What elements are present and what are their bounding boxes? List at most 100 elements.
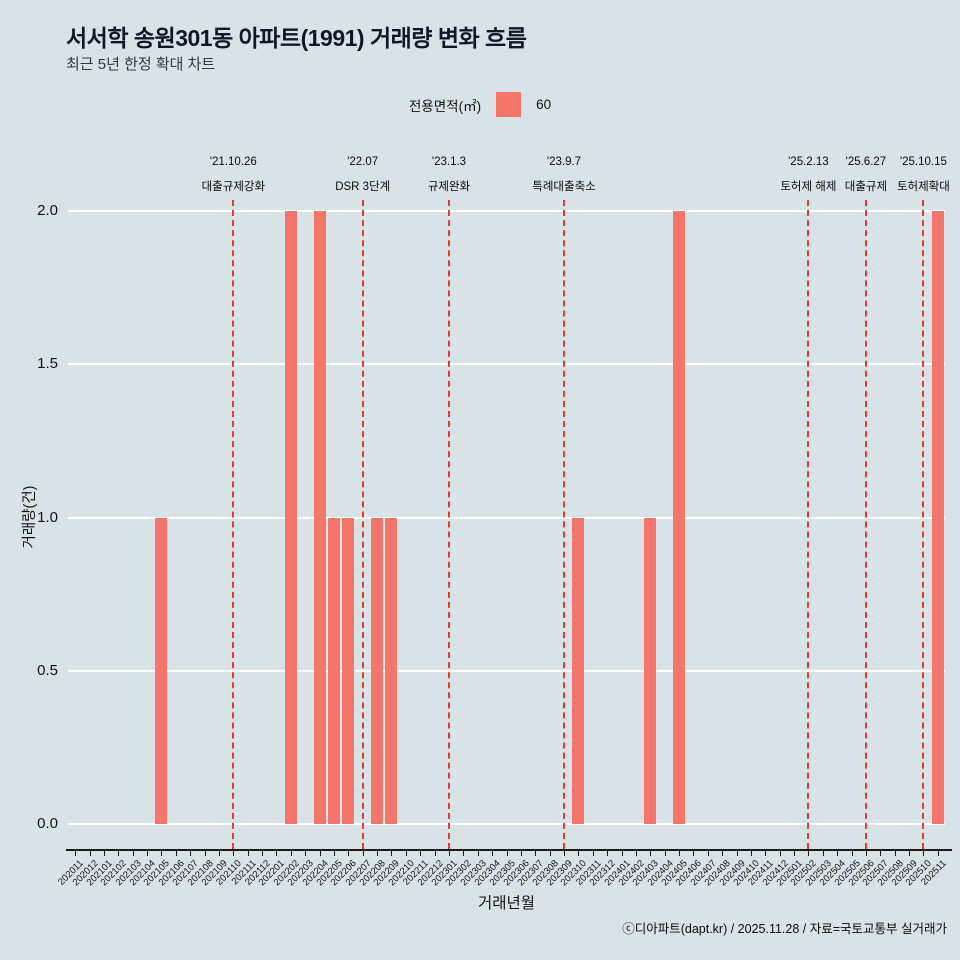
x-tick bbox=[865, 851, 867, 856]
x-tick bbox=[621, 851, 623, 856]
bar-202206 bbox=[342, 517, 355, 824]
x-tick bbox=[463, 851, 465, 856]
event-date: '23.1.3 bbox=[431, 156, 467, 168]
x-tick bbox=[635, 851, 637, 856]
x-tick bbox=[118, 851, 120, 856]
x-tick bbox=[779, 851, 781, 856]
x-tick bbox=[578, 851, 580, 856]
x-tick bbox=[765, 851, 767, 856]
x-tick bbox=[937, 851, 939, 856]
x-tick bbox=[492, 851, 494, 856]
source-credit: ⓒ디아파트(dapt.kr) / 2025.11.28 / 자료=국토교통부 실… bbox=[622, 922, 947, 936]
x-axis-label: 거래년월 bbox=[477, 895, 536, 912]
bar-202310 bbox=[572, 517, 585, 824]
y-tick-label: 0.5 bbox=[37, 661, 58, 679]
legend: 전용면적(㎡) 60 bbox=[0, 92, 960, 117]
event-line-202502 bbox=[807, 200, 810, 849]
x-tick bbox=[348, 851, 350, 856]
x-tick bbox=[132, 851, 134, 856]
y-tick-label: 2.0 bbox=[37, 202, 58, 219]
bar-202208 bbox=[371, 517, 384, 824]
x-tick bbox=[204, 851, 206, 856]
x-tick bbox=[218, 851, 220, 856]
event-date: '21.10.26 bbox=[209, 156, 257, 168]
x-tick bbox=[880, 851, 882, 856]
legend-swatch bbox=[496, 92, 522, 117]
gridline bbox=[68, 363, 945, 366]
bar-202405 bbox=[673, 211, 686, 824]
event-label: 특례대출축소 bbox=[532, 181, 596, 193]
x-tick bbox=[233, 851, 235, 856]
bar-202202 bbox=[284, 211, 297, 824]
x-tick bbox=[319, 851, 321, 856]
x-tick bbox=[607, 851, 609, 856]
event-line-202309 bbox=[563, 200, 565, 849]
x-tick bbox=[75, 851, 77, 856]
event-label: DSR 3단계 bbox=[335, 181, 391, 193]
x-tick bbox=[535, 851, 537, 856]
gridline bbox=[68, 516, 945, 519]
x-tick bbox=[750, 851, 752, 856]
event-date: '22.07 bbox=[347, 156, 379, 168]
x-tick bbox=[736, 851, 738, 856]
x-tick bbox=[477, 851, 479, 856]
x-tick bbox=[276, 851, 278, 856]
x-tick bbox=[679, 851, 681, 856]
event-label: 대출규제 bbox=[844, 181, 888, 193]
x-tick bbox=[549, 851, 551, 856]
x-tick bbox=[564, 851, 565, 856]
event-label: 규제완화 bbox=[427, 181, 471, 193]
page-title: 서서학 송원301동 아파트(1991) 거래량 변화 흐름 bbox=[66, 25, 527, 51]
gridline bbox=[68, 823, 945, 825]
event-label: 토허제확대 bbox=[896, 181, 950, 193]
bar-202105 bbox=[155, 517, 168, 824]
bar-202205 bbox=[327, 517, 340, 824]
gridline bbox=[68, 210, 945, 212]
x-tick bbox=[405, 851, 407, 856]
x-tick bbox=[693, 851, 695, 856]
x-tick bbox=[851, 851, 853, 856]
x-axis-line bbox=[66, 849, 952, 851]
event-date: '25.6.27 bbox=[845, 156, 887, 168]
event-line-202110 bbox=[232, 200, 235, 849]
event-line-202207 bbox=[361, 200, 364, 849]
x-tick bbox=[262, 851, 264, 856]
x-tick bbox=[650, 851, 652, 856]
x-tick bbox=[161, 851, 163, 856]
event-label: 토허제 해제 bbox=[780, 181, 837, 193]
event-line-202510 bbox=[922, 200, 925, 849]
x-tick bbox=[822, 851, 824, 856]
event-date: '23.9.7 bbox=[546, 156, 582, 168]
y-tick-label: 1.0 bbox=[37, 508, 58, 526]
x-tick bbox=[808, 851, 810, 856]
x-tick bbox=[448, 851, 450, 856]
x-tick bbox=[923, 851, 925, 856]
x-tick bbox=[147, 851, 149, 856]
bar-202403 bbox=[644, 517, 657, 824]
x-tick bbox=[175, 851, 177, 856]
x-tick bbox=[434, 851, 436, 856]
x-tick bbox=[290, 851, 292, 856]
bar-202511 bbox=[931, 211, 944, 824]
x-tick bbox=[377, 851, 379, 856]
x-tick bbox=[247, 851, 249, 856]
event-date: '25.2.13 bbox=[788, 156, 829, 168]
page-subtitle: 최근 5년 한정 확대 차트 bbox=[66, 56, 216, 73]
legend-title: 전용면적(㎡) bbox=[408, 98, 482, 114]
x-tick bbox=[391, 851, 393, 856]
bar-202204 bbox=[313, 211, 326, 824]
x-tick bbox=[89, 851, 91, 856]
event-line-202301 bbox=[447, 200, 450, 849]
event-label: 대출규제강화 bbox=[201, 181, 266, 193]
x-tick bbox=[794, 851, 796, 856]
y-tick-label: 1.5 bbox=[37, 355, 58, 373]
x-tick bbox=[592, 851, 594, 856]
x-tick bbox=[664, 851, 666, 856]
x-tick bbox=[305, 851, 307, 856]
bar-202209 bbox=[385, 517, 398, 824]
x-tick bbox=[722, 851, 724, 856]
x-tick bbox=[420, 851, 422, 856]
x-tick bbox=[362, 851, 364, 856]
